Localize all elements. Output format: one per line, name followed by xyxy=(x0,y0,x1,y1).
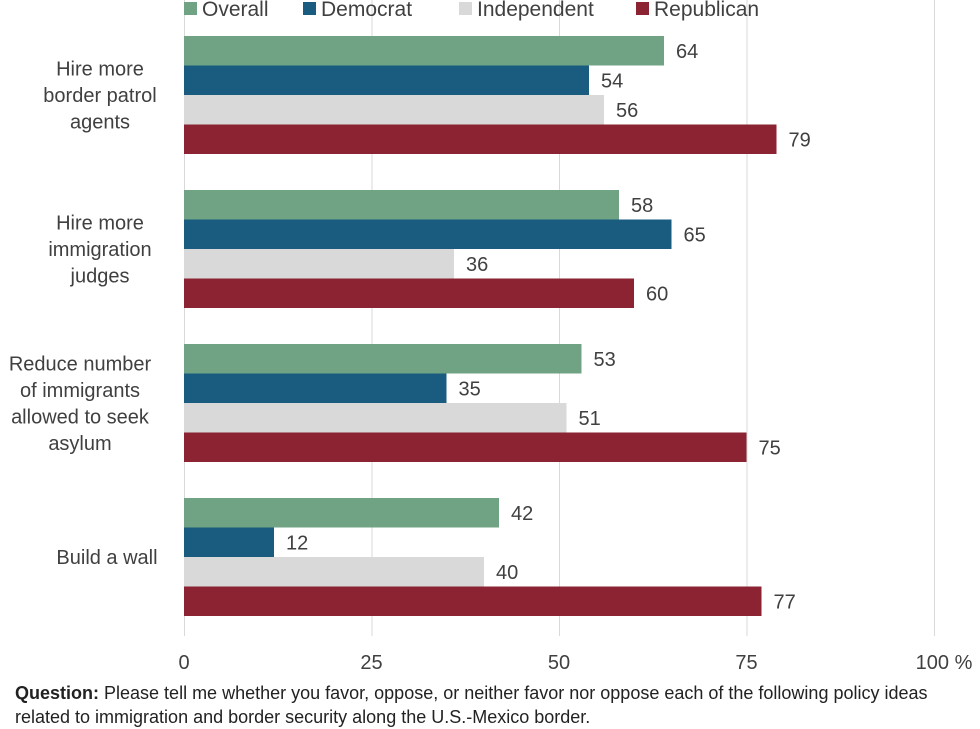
legend-swatch-independent xyxy=(459,2,472,15)
value-label: 54 xyxy=(601,70,623,92)
bar-independent-1 xyxy=(184,95,604,125)
legend-label-democrat: Democrat xyxy=(321,0,412,21)
question-text: Please tell me whether you favor, oppose… xyxy=(15,683,928,727)
bar-independent-2 xyxy=(184,249,454,279)
value-label: 64 xyxy=(676,41,698,63)
bar-overall-3 xyxy=(184,344,582,374)
bar-republican-3 xyxy=(184,432,747,462)
legend-label-overall: Overall xyxy=(202,0,269,21)
value-label: 42 xyxy=(511,503,533,525)
bar-republican-4 xyxy=(184,586,762,616)
x-tick-label: 100 % xyxy=(916,652,973,674)
category-label: allowed to seek xyxy=(11,406,150,428)
category-label: Hire more xyxy=(56,59,144,81)
category-label: judges xyxy=(70,266,130,288)
value-labels: 64 54 56 79 58 65 36 60 53 35 51 75 42 12 40 77 xyxy=(286,41,811,614)
bar-democrat-4 xyxy=(184,527,274,557)
value-label: 60 xyxy=(646,283,668,305)
category-label: Build a wall xyxy=(56,547,157,569)
bars xyxy=(184,36,777,616)
legend-label-republican: Republican xyxy=(654,0,759,21)
category-label: immigration xyxy=(48,239,151,261)
legend: Overall Democrat Independent Republican xyxy=(184,0,759,21)
bar-democrat-2 xyxy=(184,219,672,249)
value-label: 58 xyxy=(631,195,653,217)
value-label: 79 xyxy=(789,129,811,151)
x-tick-label: 0 xyxy=(178,652,189,674)
x-axis-ticks: 0 25 50 75 100 % xyxy=(178,652,972,674)
value-label: 12 xyxy=(286,532,308,554)
bar-chart: 64 54 56 79 58 65 36 60 53 35 51 75 42 12 40 77 Hire mo… xyxy=(9,0,973,674)
value-label: 75 xyxy=(759,437,781,459)
category-label: of immigrants xyxy=(20,380,140,402)
bar-independent-3 xyxy=(184,403,567,433)
bar-overall-1 xyxy=(184,36,664,66)
x-tick-label: 50 xyxy=(548,652,570,674)
legend-label-independent: Independent xyxy=(477,0,594,21)
bar-democrat-1 xyxy=(184,65,589,95)
value-label: 53 xyxy=(594,349,616,371)
value-label: 65 xyxy=(684,224,706,246)
category-label: agents xyxy=(70,112,130,134)
category-label: Hire more xyxy=(56,213,144,235)
value-label: 56 xyxy=(616,100,638,122)
bar-republican-2 xyxy=(184,278,634,308)
x-tick-label: 75 xyxy=(735,652,757,674)
bar-republican-1 xyxy=(184,124,777,154)
category-label: border patrol xyxy=(43,85,156,107)
category-labels: Hire more border patrol agents Hire more imm… xyxy=(9,59,158,570)
bar-democrat-3 xyxy=(184,373,447,403)
value-label: 51 xyxy=(579,408,601,430)
x-tick-label: 25 xyxy=(360,652,382,674)
value-label: 36 xyxy=(466,254,488,276)
bar-independent-4 xyxy=(184,557,484,587)
legend-swatch-overall xyxy=(184,2,197,15)
value-label: 35 xyxy=(459,378,481,400)
bar-overall-2 xyxy=(184,190,619,220)
value-label: 77 xyxy=(774,591,796,613)
question-note: Question: Please tell me whether you fav… xyxy=(15,681,975,729)
question-label: Question: xyxy=(15,683,99,703)
value-label: 40 xyxy=(496,562,518,584)
legend-swatch-republican xyxy=(636,2,649,15)
legend-swatch-democrat xyxy=(303,2,316,15)
category-label: asylum xyxy=(48,433,111,455)
category-label: Reduce number xyxy=(9,353,152,375)
bar-overall-4 xyxy=(184,498,499,528)
